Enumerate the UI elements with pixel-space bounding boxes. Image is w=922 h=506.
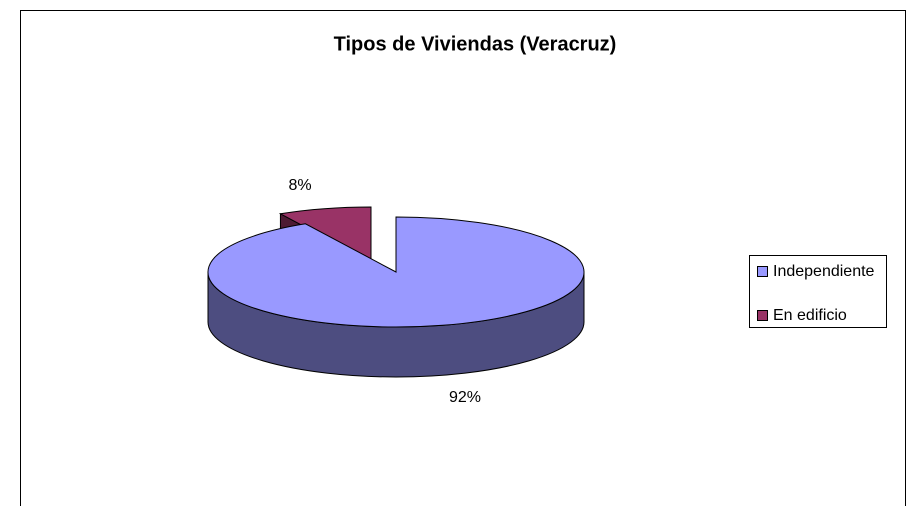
pie-slice [207,216,585,328]
legend-swatch [757,266,768,277]
data-label: 8% [288,177,311,194]
chart-title: Tipos de Viviendas (Veracruz) [334,33,617,55]
legend-label: Independiente [773,263,875,280]
legend-swatch [757,310,768,321]
data-label: 92% [449,389,481,406]
legend-label: En edificio [773,307,847,324]
legend-box [749,255,887,328]
